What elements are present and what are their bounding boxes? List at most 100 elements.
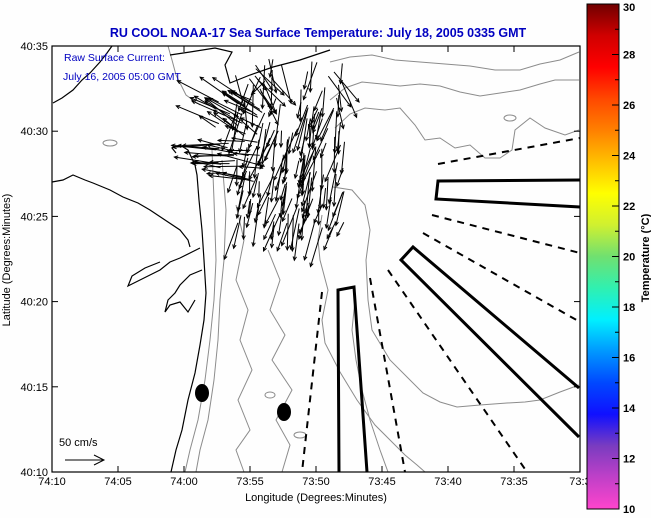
contour-line [184, 149, 217, 473]
current-vector-arrow [337, 84, 344, 113]
x-tick-label: 73:50 [302, 476, 330, 488]
current-vector-arrow [254, 75, 268, 92]
current-vector-arrow [324, 177, 329, 211]
colorbar-tick-label: 10 [623, 504, 635, 516]
current-vector-arrow [273, 104, 281, 149]
current-vector-arrow [190, 100, 225, 116]
current-vector-arrow [229, 91, 263, 113]
current-vector-arrow [331, 173, 337, 208]
current-vector-arrow [302, 71, 309, 91]
current-vector-arrow [265, 197, 280, 225]
legend-current-label: Raw Surface Current: [64, 52, 165, 64]
current-vector-arrow [284, 141, 289, 175]
current-vector-arrow [232, 151, 260, 156]
current-vector-arrow [280, 207, 298, 247]
vector-scale-arrow [65, 454, 106, 466]
current-vector-arrow [181, 142, 229, 148]
current-vector-arrow [239, 117, 262, 129]
current-vector-arrow [262, 213, 281, 253]
x-tick-label: 74:10 [38, 476, 66, 488]
track-box-east [434, 178, 581, 209]
current-vector-arrow [223, 99, 252, 112]
current-vector-arrow [336, 222, 345, 237]
contour-line [329, 79, 579, 101]
current-vector-arrow [262, 197, 270, 229]
current-vector-arrow [285, 213, 290, 252]
current-vector-arrow [268, 59, 274, 79]
colorbar-tick-label: 28 [623, 50, 635, 62]
current-vector-arrow [307, 127, 312, 149]
y-tick-label: 40:10 [20, 467, 48, 479]
current-vector-arrow [255, 68, 285, 96]
current-vector-arrow [298, 89, 303, 123]
current-vector-arrow [216, 138, 245, 143]
colorbar-tick-label: 22 [623, 201, 635, 213]
contour-line [235, 204, 253, 473]
colorbar-tick-label: 26 [623, 100, 635, 112]
current-vector-arrow [324, 144, 342, 183]
colorbar-tick-label: 20 [623, 252, 635, 264]
y-tick-label: 40:30 [20, 126, 48, 138]
current-vector-arrow [202, 164, 245, 169]
buoy-marker [277, 403, 291, 421]
colorbar-tick-label: 16 [623, 353, 635, 365]
current-vector-arrow [189, 96, 231, 115]
current-vector-arrow [302, 62, 318, 101]
current-vector-arrow [245, 200, 251, 220]
current-vector-arrow [314, 112, 322, 140]
current-vector-arrow [226, 166, 238, 194]
y-tick-label: 40:20 [20, 297, 48, 309]
current-vector-arrow [223, 222, 239, 261]
current-vector-arrow [310, 146, 317, 193]
current-vector-arrow [247, 171, 252, 197]
current-vector-arrow [175, 105, 220, 125]
x-tick-label: 73:55 [236, 476, 264, 488]
current-vector-arrow [241, 216, 246, 241]
current-vector-arrow [323, 227, 334, 251]
colorbar-ticks: 30 28 26 24 22 20 18 16 14 12 10 [612, 2, 636, 516]
current-vector-arrow [208, 173, 246, 181]
current-vector-arrow [308, 61, 313, 93]
current-vector-arrow [276, 222, 288, 252]
y-tick-label: 40:25 [20, 211, 48, 223]
current-vector-arrow [203, 97, 239, 127]
legend-current-date: July 16, 2005 05:00 GMT [63, 71, 181, 83]
contour-line [195, 159, 227, 473]
current-vector-arrow [276, 194, 286, 237]
current-vector-arrow [309, 227, 323, 268]
current-vector-arrow [331, 136, 337, 174]
current-vector-arrow [279, 183, 286, 201]
current-vector-arrow [318, 185, 323, 210]
dashed-transect [387, 269, 528, 473]
x-tick-label: 73:45 [368, 476, 396, 488]
current-vector-arrow [238, 164, 264, 170]
current-vector-arrow [232, 215, 242, 250]
glider-tracks [301, 137, 581, 473]
current-vector-arrow [281, 198, 293, 223]
current-vector-arrow [256, 181, 262, 199]
x-tick-label: 73:40 [434, 476, 462, 488]
current-vector-arrow [268, 98, 277, 118]
y-tick-label: 40:35 [20, 41, 48, 53]
current-vector-arrow [292, 223, 300, 262]
current-vector-arrow [335, 94, 341, 118]
y-axis: 40:35 40:30 40:25 40:20 40:15 40:10 [20, 41, 580, 479]
current-vector-arrow [281, 65, 293, 105]
current-vector-arrow [246, 124, 259, 154]
current-vector-arrow [278, 130, 284, 149]
current-vector-arrow [298, 212, 310, 235]
current-vector-arrow [259, 130, 279, 170]
current-vector-arrow [304, 118, 311, 142]
current-vector-arrow [206, 111, 239, 133]
y-axis-label: Latitude (Degrees:Minutes) [1, 194, 13, 327]
x-axis-label: Longitude (Degrees:Minutes) [245, 492, 387, 504]
current-vector-arrow [191, 153, 235, 159]
current-vector-arrow [191, 161, 230, 166]
colorbar-label: Temperature (°C) [640, 213, 651, 302]
dashed-transect [437, 137, 581, 165]
x-tick-label: 74:05 [104, 476, 132, 488]
current-vector-arrow [236, 175, 246, 212]
current-vector-arrow [242, 176, 258, 210]
current-vector-arrow [300, 172, 311, 207]
